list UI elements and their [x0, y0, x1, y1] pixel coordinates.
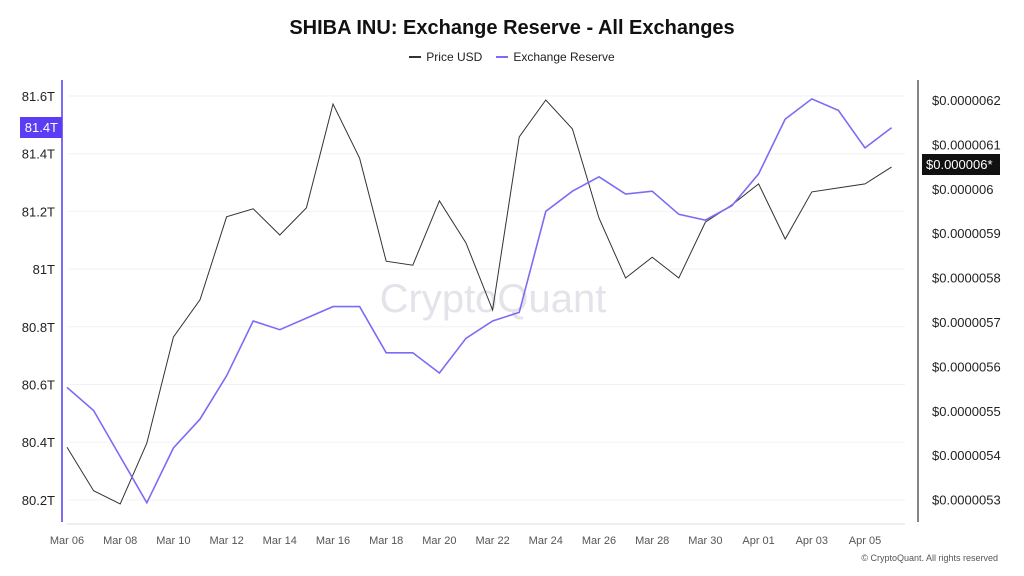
left-tick-label: 81T: [33, 262, 55, 277]
legend: Price USD Exchange Reserve: [0, 50, 1024, 64]
left-tick-label: 80.6T: [22, 378, 55, 393]
legend-swatch-price: [409, 56, 422, 58]
right-tick-label: $0.0000059: [932, 226, 1001, 241]
copyright: © CryptoQuant. All rights reserved: [861, 553, 998, 563]
x-tick-label: Apr 05: [849, 535, 881, 547]
right-tick-label: $0.0000062: [932, 93, 1001, 108]
legend-swatch-reserve: [496, 56, 509, 58]
x-tick-label: Apr 01: [742, 535, 774, 547]
legend-label-reserve: Exchange Reserve: [513, 50, 615, 64]
left-current-value-badge: [20, 117, 62, 138]
right-tick-label: $0.0000056: [932, 359, 1001, 374]
x-tick-label: Mar 16: [316, 535, 350, 547]
x-tick-label: Mar 12: [209, 535, 243, 547]
left-tick-label: 80.8T: [22, 320, 55, 335]
x-tick-label: Apr 03: [796, 535, 828, 547]
right-current-value-badge: [922, 154, 1000, 175]
right-tick-label: $0.0000053: [932, 493, 1001, 508]
left-tick-label: 81.4T: [22, 147, 55, 162]
x-tick-label: Mar 18: [369, 535, 403, 547]
legend-item-reserve[interactable]: Exchange Reserve: [496, 50, 615, 64]
x-tick-label: Mar 30: [688, 535, 722, 547]
x-tick-label: Mar 14: [263, 535, 297, 547]
chart-title: SHIBA INU: Exchange Reserve - All Exchan…: [289, 17, 735, 39]
left-tick-label: 80.4T: [22, 435, 55, 450]
x-tick-label: Mar 10: [156, 535, 190, 547]
x-tick-label: Mar 24: [529, 535, 563, 547]
right-tick-label: $0.0000057: [932, 315, 1001, 330]
x-tick-label: Mar 28: [635, 535, 669, 547]
left-tick-label: 81.6T: [22, 89, 55, 104]
x-tick-label: Mar 22: [475, 535, 509, 547]
x-tick-label: Mar 08: [103, 535, 137, 547]
right-tick-label: $0.0000054: [932, 448, 1001, 463]
watermark: CryptoQuant: [380, 277, 607, 321]
x-tick-label: Mar 26: [582, 535, 616, 547]
right-tick-label: $0.0000058: [932, 271, 1001, 286]
series-line-exchange-reserve: [66, 97, 893, 505]
right-tick-label: $0.0000055: [932, 404, 1001, 419]
right-tick-label: $0.000006: [932, 182, 993, 197]
right-tick-label: $0.0000061: [932, 137, 1001, 152]
left-tick-label: 81.2T: [22, 204, 55, 219]
legend-label-price: Price USD: [426, 50, 483, 64]
x-tick-label: Mar 20: [422, 535, 456, 547]
right-current-value-text: $0.000006*: [926, 157, 993, 172]
series-line-price-usd: [66, 99, 892, 505]
legend-item-price[interactable]: Price USD: [409, 50, 482, 64]
left-current-value-text: 81.4T: [25, 120, 58, 135]
x-tick-label: Mar 06: [50, 535, 84, 547]
left-tick-label: 80.2T: [22, 493, 55, 508]
